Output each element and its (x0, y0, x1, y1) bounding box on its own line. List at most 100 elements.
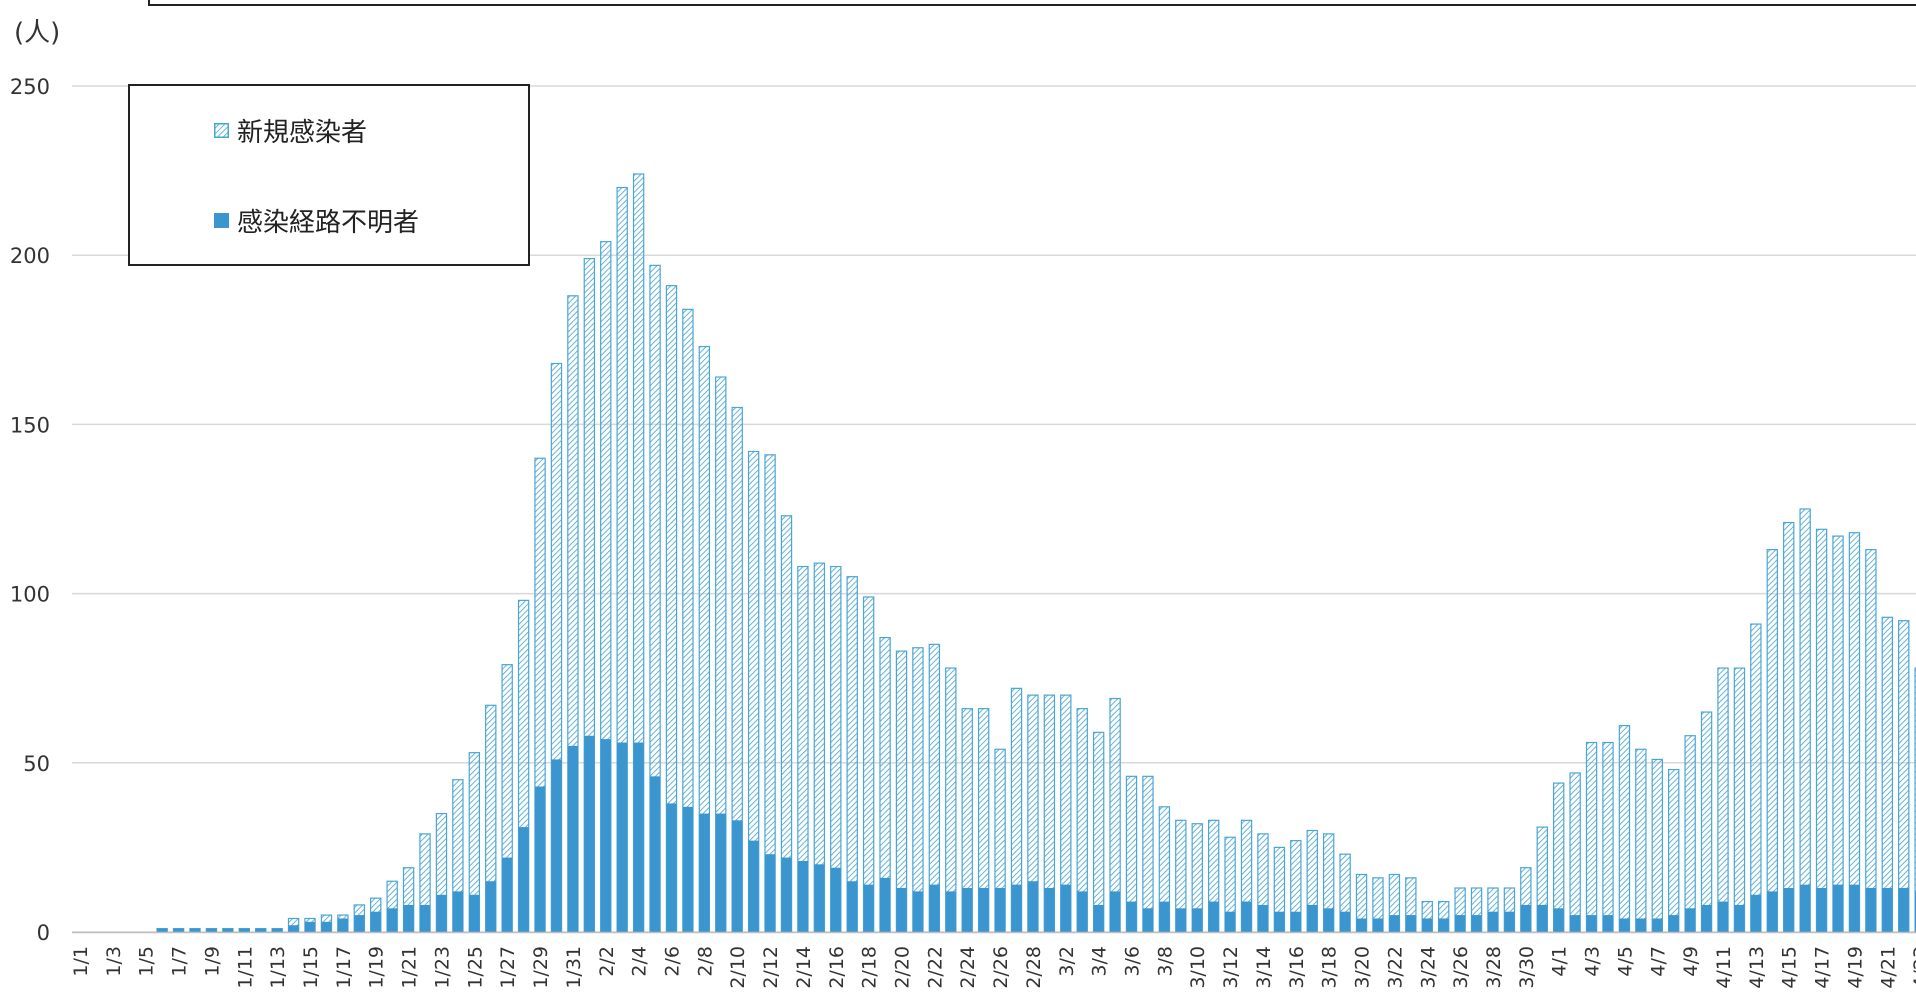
bar-unknown-route-4/10 (1701, 904, 1712, 932)
bar-unknown-route-4/16 (1800, 884, 1811, 932)
x-tick-label: 3/8 (1154, 946, 1176, 977)
bar-unknown-route-3/11 (1208, 901, 1219, 932)
bar-unknown-route-1/22 (419, 904, 431, 932)
x-tick-label: 2/26 (990, 946, 1012, 989)
bar-unknown-route-1/16 (321, 921, 332, 932)
y-tick-label: 250 (10, 75, 50, 99)
bar-unknown-route-3/15 (1274, 911, 1285, 932)
bar-unknown-route-2/2 (600, 739, 611, 932)
legend-item-unknown-route: 感染経路不明者 (214, 202, 419, 239)
x-tick-label: 3/18 (1319, 946, 1341, 989)
bar-unknown-route-2/18 (863, 884, 874, 932)
x-tick-label: 3/30 (1516, 946, 1538, 989)
bar-unknown-route-3/1 (1044, 888, 1055, 932)
bar-unknown-route-1/11 (239, 928, 250, 932)
bar-unknown-route-2/9 (715, 813, 726, 932)
x-tick-label: 4/5 (1614, 946, 1636, 977)
bar-new-cases-4/3 (1585, 741, 1598, 933)
bar-unknown-route-2/27 (1011, 884, 1022, 932)
x-tick-label: 2/6 (661, 946, 683, 977)
bar-unknown-route-3/4 (1093, 904, 1104, 932)
x-tick-label: 4/15 (1779, 946, 1801, 989)
x-tick-label: 1/21 (399, 946, 421, 989)
x-tick-label: 1/13 (267, 946, 289, 989)
x-tick-label: 1/23 (431, 946, 453, 989)
bar-new-cases-2/21 (912, 647, 924, 933)
x-tick-label: 4/13 (1746, 946, 1768, 989)
bar-new-cases-2/17 (846, 576, 858, 933)
x-tick-label: 3/4 (1089, 946, 1111, 977)
bar-unknown-route-2/19 (879, 877, 891, 932)
x-tick-label: 3/26 (1450, 946, 1472, 989)
bar-unknown-route-1/21 (403, 904, 414, 932)
bar-unknown-route-2/28 (1027, 881, 1039, 932)
x-tick-label: 2/10 (727, 946, 749, 989)
x-tick-label: 1/5 (136, 946, 158, 977)
bar-unknown-route-1/20 (387, 908, 398, 932)
bar-unknown-route-1/9 (206, 928, 217, 932)
bar-new-cases-4/9 (1684, 735, 1696, 933)
bar-unknown-route-3/30 (1520, 904, 1531, 932)
bar-unknown-route-4/22 (1898, 888, 1909, 932)
bar-unknown-route-1/27 (502, 857, 513, 932)
bar-unknown-route-2/5 (649, 776, 661, 932)
bar-new-cases-4/7 (1651, 758, 1663, 933)
x-tick-label: 1/9 (201, 946, 223, 977)
bar-new-cases-4/16 (1799, 508, 1811, 933)
x-tick-label: 2/28 (1023, 946, 1045, 989)
bar-unknown-route-2/11 (748, 840, 759, 932)
x-tick-label: 3/16 (1286, 946, 1308, 989)
x-tick-label: 3/28 (1483, 946, 1505, 989)
bar-unknown-route-3/24 (1422, 918, 1433, 932)
bar-unknown-route-1/28 (518, 827, 529, 932)
x-tick-label: 1/1 (70, 946, 92, 977)
y-axis-unit-label: (人) (14, 18, 61, 48)
x-tick-label: 1/3 (103, 946, 125, 977)
bar-new-cases-4/10 (1700, 711, 1713, 933)
x-tick-label: 4/1 (1549, 946, 1571, 977)
bar-unknown-route-2/12 (764, 854, 776, 932)
bar-unknown-route-2/8 (699, 813, 710, 932)
bar-unknown-route-1/24 (452, 891, 463, 932)
bar-unknown-route-4/14 (1767, 891, 1778, 932)
bar-unknown-route-1/14 (288, 925, 299, 932)
x-tick-label: 1/15 (300, 946, 322, 989)
bar-unknown-route-2/15 (814, 864, 825, 932)
bar-new-cases-4/2 (1569, 772, 1581, 933)
bar-unknown-route-3/21 (1372, 918, 1384, 932)
bar-new-cases-4/4 (1602, 741, 1614, 933)
bar-unknown-route-4/19 (1849, 884, 1860, 932)
bar-unknown-route-3/8 (1159, 901, 1170, 932)
bar-unknown-route-3/17 (1307, 904, 1318, 932)
bar-unknown-route-1/30 (551, 759, 562, 932)
bar-unknown-route-3/13 (1241, 901, 1252, 932)
x-tick-label: 1/25 (464, 946, 486, 989)
bar-unknown-route-1/19 (370, 911, 381, 932)
bar-unknown-route-3/6 (1126, 901, 1137, 932)
bar-unknown-route-1/10 (222, 928, 233, 932)
bar-unknown-route-4/12 (1734, 904, 1745, 932)
bar-unknown-route-1/29 (534, 786, 546, 932)
bar-unknown-route-1/7 (173, 928, 184, 932)
bar-unknown-route-1/31 (567, 745, 578, 932)
bar-unknown-route-3/10 (1192, 908, 1203, 932)
bar-new-cases-4/18 (1832, 535, 1844, 933)
legend-swatch-hatched (214, 123, 229, 138)
bar-unknown-route-3/19 (1340, 911, 1351, 932)
legend-label-new-cases: 新規感染者 (237, 118, 368, 148)
bar-new-cases-4/17 (1815, 528, 1828, 933)
x-tick-label: 2/16 (826, 946, 848, 989)
x-tick-label: 2/4 (629, 946, 651, 977)
bar-unknown-route-2/26 (994, 888, 1006, 932)
bar-unknown-route-1/18 (354, 915, 365, 932)
bar-unknown-route-4/6 (1635, 918, 1646, 932)
x-tick-label: 4/7 (1647, 946, 1669, 977)
x-tick-label: 4/19 (1844, 946, 1866, 989)
bar-new-cases-4/19 (1848, 532, 1861, 933)
bar-unknown-route-3/31 (1537, 904, 1548, 932)
x-tick-label: 2/12 (760, 946, 782, 989)
bar-unknown-route-3/20 (1356, 918, 1367, 932)
x-tick-label: 3/20 (1352, 946, 1374, 989)
bar-unknown-route-4/11 (1717, 901, 1729, 932)
